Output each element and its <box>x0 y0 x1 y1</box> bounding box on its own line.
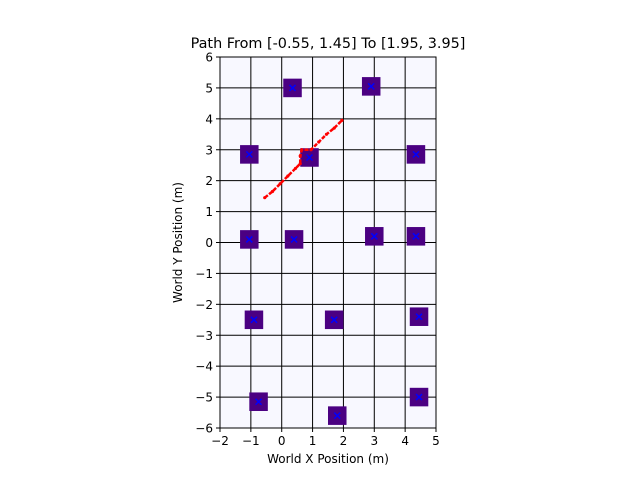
path-point <box>332 126 336 130</box>
obstacle-center-marker <box>415 313 423 321</box>
y-tick-label: 6 <box>205 51 213 65</box>
path-point <box>300 148 304 152</box>
obstacle-center-marker <box>412 232 420 240</box>
obstacle <box>300 148 319 167</box>
y-tick-label: 3 <box>205 143 213 157</box>
obstacle-center-marker <box>245 150 253 158</box>
y-axis-label: World Y Position (m) <box>171 182 185 303</box>
obstacle-center-marker <box>245 235 253 243</box>
x-tick-label: 4 <box>401 434 409 448</box>
y-tick-label: −6 <box>195 422 213 436</box>
x-tick-label: −2 <box>211 434 229 448</box>
x-tick-label: −1 <box>242 434 260 448</box>
x-tick-label: 5 <box>432 434 440 448</box>
y-tick-label: 4 <box>205 112 213 126</box>
path-point <box>294 166 298 170</box>
obstacle <box>409 387 429 407</box>
path-point <box>286 174 290 178</box>
obstacle <box>284 230 304 249</box>
obstacle <box>406 227 426 246</box>
y-tick-label: −5 <box>195 391 213 405</box>
obstacle <box>324 310 344 330</box>
y-tick-label: 0 <box>205 236 213 250</box>
obstacle-center-marker <box>333 412 341 420</box>
obstacle <box>361 77 381 96</box>
path-point <box>317 140 321 144</box>
obstacle <box>240 145 259 164</box>
path-point <box>324 132 329 136</box>
obstacle <box>406 145 426 164</box>
obstacle-center-marker <box>288 84 297 92</box>
y-tick-label: −2 <box>195 298 213 312</box>
obstacle-center-marker <box>305 153 314 162</box>
y-tick-label: −4 <box>195 360 213 374</box>
path-point <box>278 182 282 186</box>
chart-title: Path From [-0.55, 1.45] To [1.95, 3.95] <box>191 36 466 52</box>
obstacle-center-marker <box>415 393 423 401</box>
obstacle-center-marker <box>330 316 338 324</box>
x-tick-label: 0 <box>278 434 286 448</box>
y-tick-label: 1 <box>205 205 213 219</box>
obstacle <box>240 230 259 249</box>
y-axis-ticks: −6 −5 −4 −3 −2 −1 0 1 2 3 4 5 6 <box>195 51 220 436</box>
obstacle <box>365 227 384 246</box>
x-axis-label: World X Position (m) <box>267 452 389 466</box>
path-point <box>298 162 302 166</box>
y-tick-label: 5 <box>205 81 213 95</box>
y-tick-label: −3 <box>195 329 213 343</box>
x-tick-label: 2 <box>340 434 348 448</box>
path-series <box>263 118 344 200</box>
obstacle-center-marker <box>370 232 378 240</box>
obstacles <box>240 77 429 425</box>
obstacle-center-marker <box>250 316 258 324</box>
obstacle <box>328 406 347 425</box>
obstacle <box>249 392 268 411</box>
x-axis-ticks: −2 −1 0 1 2 3 4 5 <box>211 428 440 448</box>
path-point <box>270 189 275 194</box>
obstacle <box>409 307 429 326</box>
x-tick-label: 3 <box>370 434 378 448</box>
obstacle <box>283 78 302 98</box>
y-tick-label: 2 <box>205 174 213 188</box>
path-point <box>309 148 313 152</box>
obstacle-center-marker <box>367 82 375 90</box>
y-tick-label: −1 <box>195 267 213 281</box>
path-point <box>263 196 267 200</box>
x-tick-label: 1 <box>309 434 317 448</box>
path-point <box>340 118 344 122</box>
obstacle-center-marker <box>412 150 420 158</box>
obstacle-center-marker <box>290 235 298 243</box>
path-point <box>298 154 302 158</box>
obstacle-center-marker <box>255 398 263 406</box>
obstacle <box>244 310 264 330</box>
